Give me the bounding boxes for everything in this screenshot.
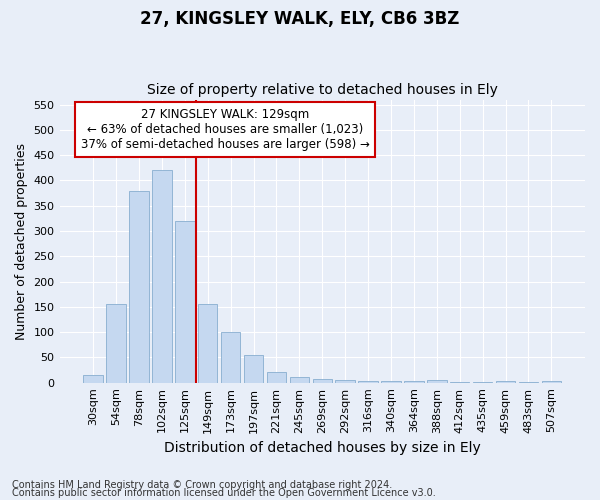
Text: Contains public sector information licensed under the Open Government Licence v3: Contains public sector information licen… — [12, 488, 436, 498]
Bar — [152, 170, 172, 382]
Bar — [221, 332, 241, 382]
Bar — [313, 378, 332, 382]
Title: Size of property relative to detached houses in Ely: Size of property relative to detached ho… — [147, 83, 498, 97]
Bar — [427, 380, 446, 382]
Bar — [542, 380, 561, 382]
Text: Contains HM Land Registry data © Crown copyright and database right 2024.: Contains HM Land Registry data © Crown c… — [12, 480, 392, 490]
X-axis label: Distribution of detached houses by size in Ely: Distribution of detached houses by size … — [164, 441, 481, 455]
Bar — [335, 380, 355, 382]
Bar — [106, 304, 126, 382]
Text: 27 KINGSLEY WALK: 129sqm
← 63% of detached houses are smaller (1,023)
37% of sem: 27 KINGSLEY WALK: 129sqm ← 63% of detach… — [80, 108, 370, 151]
Bar — [290, 376, 309, 382]
Bar — [244, 355, 263, 382]
Bar — [175, 221, 194, 382]
Bar — [198, 304, 217, 382]
Bar — [358, 380, 378, 382]
Bar — [404, 381, 424, 382]
Bar — [83, 375, 103, 382]
Bar — [381, 381, 401, 382]
Y-axis label: Number of detached properties: Number of detached properties — [15, 142, 28, 340]
Bar — [496, 380, 515, 382]
Text: 27, KINGSLEY WALK, ELY, CB6 3BZ: 27, KINGSLEY WALK, ELY, CB6 3BZ — [140, 10, 460, 28]
Bar — [267, 372, 286, 382]
Bar — [129, 190, 149, 382]
